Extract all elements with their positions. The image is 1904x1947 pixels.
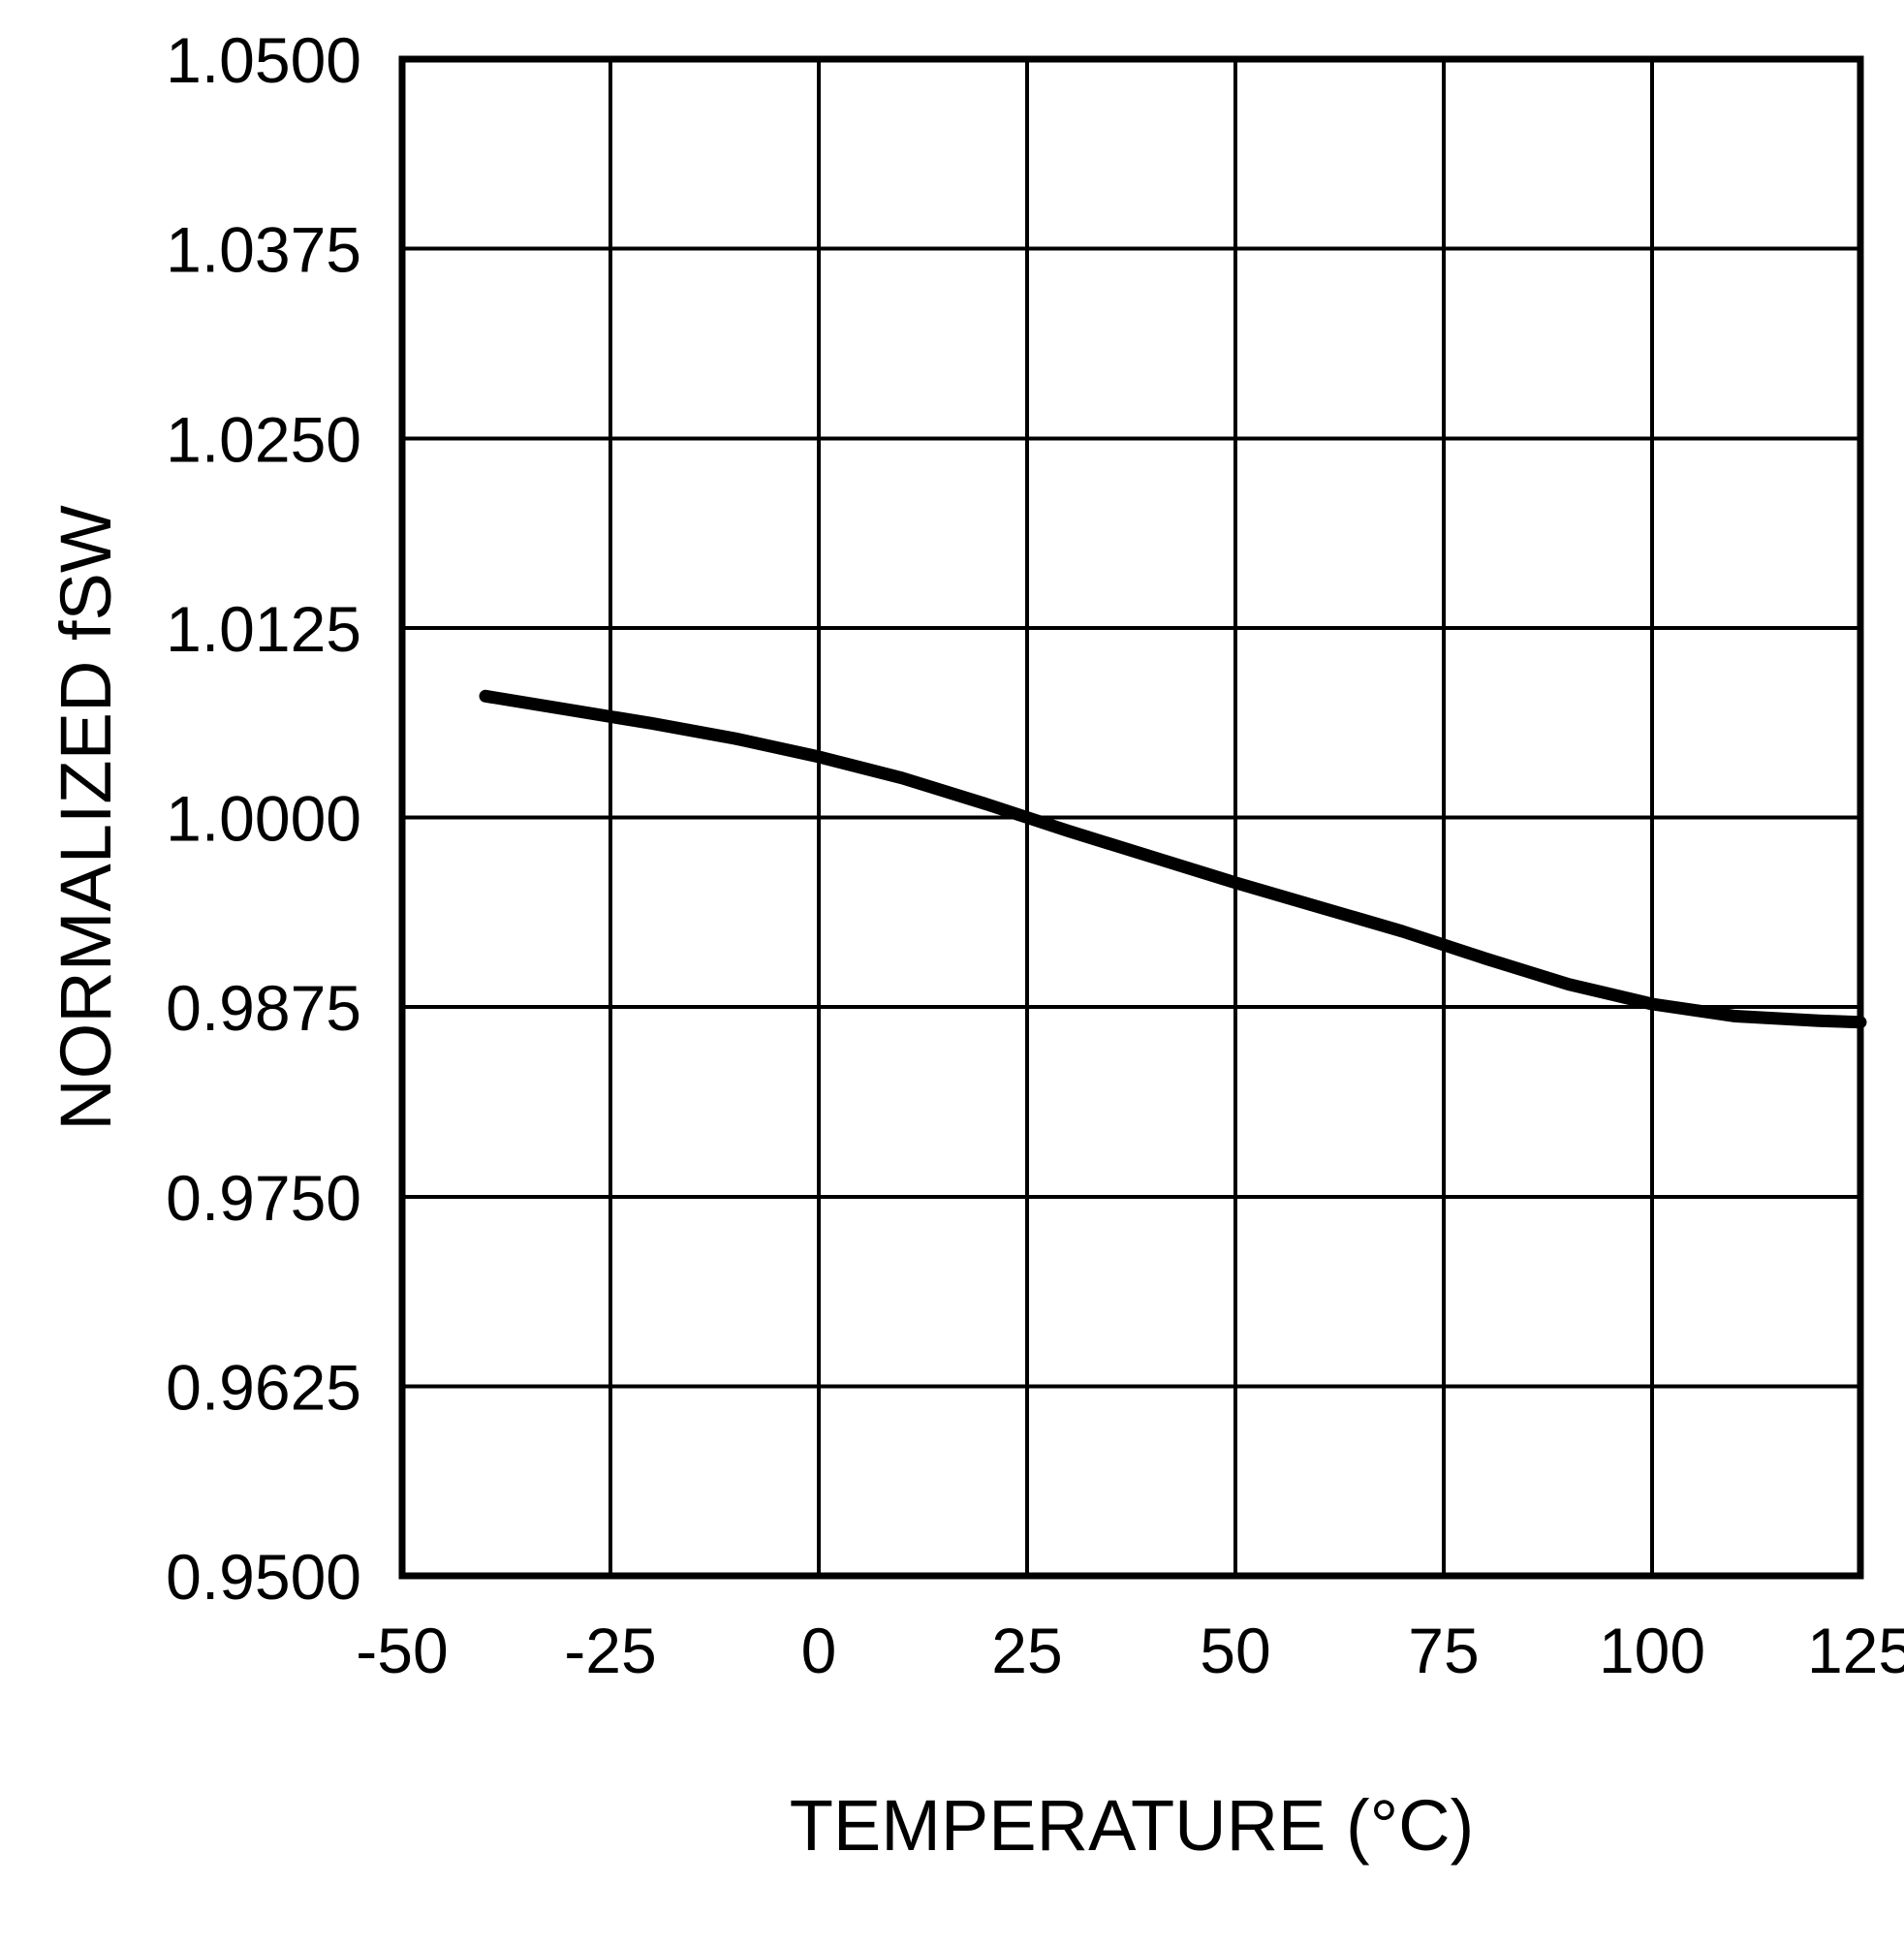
x-tick-label: 0	[801, 1615, 837, 1686]
y-tick-label: 1.0375	[166, 214, 361, 286]
y-axis-tick-labels: 1.0500 1.0375 1.0250 1.0125 1.0000 0.9875 0.97…	[166, 24, 361, 1613]
y-axis-title: NORMALIZED fSW	[46, 505, 126, 1131]
x-axis-tick-labels: -50 -25 0 25 50 75 100 125	[356, 1615, 1904, 1686]
y-tick-label: 1.0250	[166, 403, 361, 475]
gridlines	[400, 57, 1862, 1578]
y-tick-label: 1.0125	[166, 593, 361, 665]
x-tick-label: 75	[1408, 1615, 1479, 1686]
data-series	[479, 689, 1867, 1029]
x-tick-label: 100	[1599, 1615, 1705, 1686]
x-tick-label: -25	[564, 1615, 656, 1686]
y-tick-label: 0.9750	[166, 1162, 361, 1234]
x-tick-label: 25	[991, 1615, 1062, 1686]
y-tick-label: 1.0000	[166, 783, 361, 855]
chart-figure: 1.0500 1.0375 1.0250 1.0125 1.0000 0.9875 0.97…	[39, 16, 1904, 1931]
x-tick-label: 125	[1807, 1615, 1904, 1686]
plot-border	[398, 55, 1864, 1580]
x-tick-label: 50	[1200, 1615, 1270, 1686]
y-tick-label: 0.9500	[166, 1541, 361, 1613]
line-chart: 1.0500 1.0375 1.0250 1.0125 1.0000 0.9875 0.97…	[46, 24, 1904, 1866]
y-tick-label: 0.9625	[166, 1351, 361, 1423]
series-curve-normalized-fsw-vs-temperature	[479, 689, 1867, 1029]
y-tick-label: 1.0500	[166, 24, 361, 96]
x-axis-title: TEMPERATURE (°C)	[790, 1785, 1475, 1866]
y-tick-label: 0.9875	[166, 972, 361, 1044]
x-tick-label: -50	[356, 1615, 448, 1686]
